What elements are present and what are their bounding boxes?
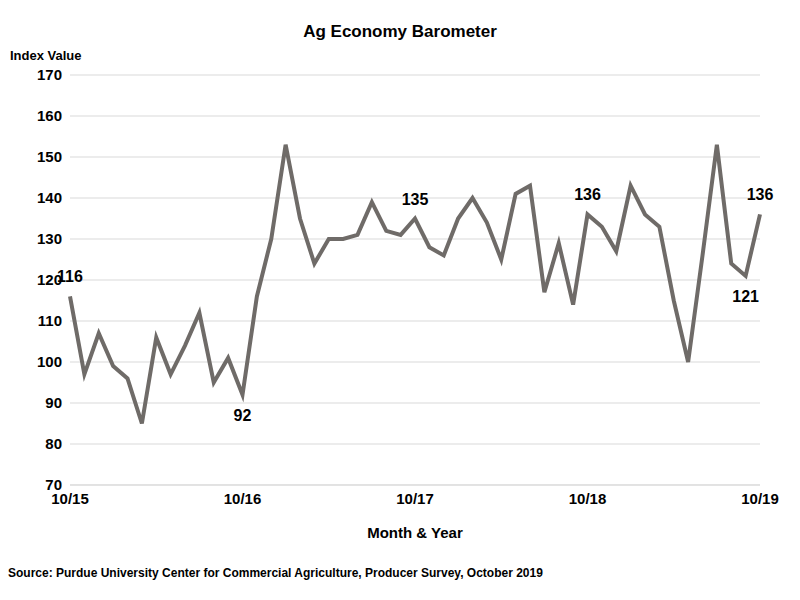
svg-text:10/18: 10/18	[569, 490, 607, 507]
svg-text:100: 100	[37, 353, 62, 370]
svg-text:130: 130	[37, 230, 62, 247]
svg-text:10/17: 10/17	[396, 490, 434, 507]
svg-text:140: 140	[37, 189, 62, 206]
svg-text:135: 135	[402, 191, 429, 208]
svg-text:120: 120	[37, 271, 62, 289]
svg-text:70: 70	[45, 476, 62, 493]
svg-text:Month & Year: Month & Year	[367, 524, 463, 541]
svg-text:121: 121	[732, 288, 759, 305]
html-text:Source: Purdue University Cent: Source: Purdue University Center for Com…	[8, 566, 543, 580]
svg-text:80: 80	[45, 435, 62, 452]
html-text:Ag Economy Barometer: Ag Economy Barometer	[303, 22, 497, 41]
html-text:Index Value: Index Value	[10, 48, 82, 63]
svg-text:150: 150	[37, 148, 62, 165]
svg-text:136: 136	[574, 186, 601, 203]
svg-text:10/15: 10/15	[51, 489, 89, 507]
svg-text:10/16: 10/16	[224, 490, 262, 507]
svg-text:90: 90	[45, 394, 62, 411]
svg-text:110: 110	[38, 312, 62, 329]
svg-text:170: 170	[37, 66, 62, 83]
svg-text:160: 160	[37, 107, 62, 124]
svg-text:10/19: 10/19	[741, 490, 779, 507]
svg-text:116: 116	[57, 268, 83, 285]
svg-text:136: 136	[747, 186, 774, 203]
svg-text:92: 92	[234, 407, 252, 424]
